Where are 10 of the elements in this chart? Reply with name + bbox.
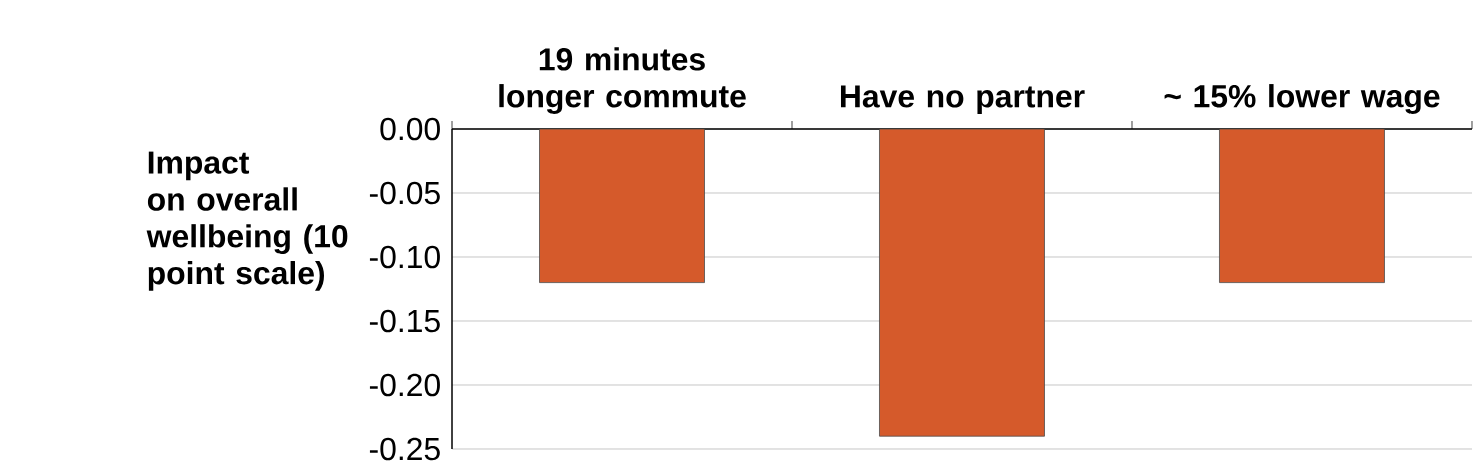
x-tick-label: 19 minutes longer commute (499, 47, 746, 114)
x-tick-label: ~ 15% lower wage (1164, 84, 1440, 114)
y-tick-label: -0.05 (369, 181, 440, 205)
y-tick-label: -0.15 (369, 309, 440, 333)
y-tick-label: -0.25 (369, 437, 440, 461)
y-tick-label: -0.10 (369, 245, 440, 269)
x-tick-label: Have no partner (840, 85, 1085, 114)
y-tick-label: -0.20 (369, 373, 440, 397)
y-axis-title: Impact on overall wellbeing (10 point scale) (146, 151, 348, 291)
y-tick-label: 0.00 (380, 117, 440, 141)
